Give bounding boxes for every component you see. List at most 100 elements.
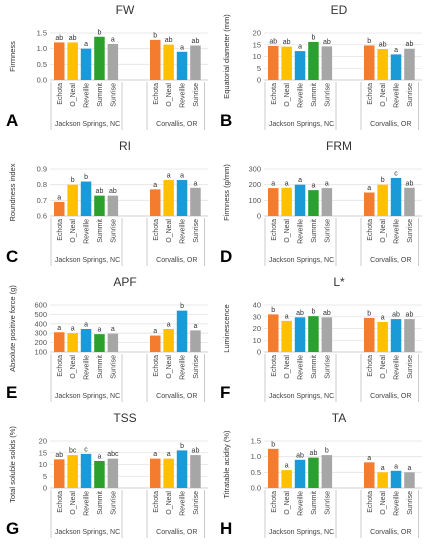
panel-d-bar-or-reveille (390, 177, 402, 216)
panel-e-sig-letter: a (111, 326, 115, 333)
panel-h-ytick: 1.0 (251, 452, 261, 461)
panel-e-bar-nc-sunrise (107, 333, 119, 352)
panel-b-xtick: Reveille (394, 83, 401, 108)
panel-e-bar-or-reveille (176, 310, 188, 352)
panel-c-xtick: O_Neal (70, 219, 77, 243)
panel-g-xtick: O_Neal (166, 491, 173, 515)
panel-c-xtick: O_Neal (166, 219, 173, 243)
panel-f-ytick: 0 (257, 348, 261, 357)
panel-c-ytick: 0.7 (37, 196, 47, 205)
panel-e-xtick: Sunrise (193, 355, 200, 379)
panel-e-bar-or-o-neal (163, 328, 174, 352)
panel-d-ytick: 200 (248, 180, 261, 189)
panel-g-bar-nc-reveille (80, 453, 92, 488)
panel-e-bar-nc-reveille (80, 328, 92, 352)
panel-h-sig-letter: a (394, 463, 398, 470)
panel-f-sig-letter: a (381, 315, 385, 322)
panel-a-letter: A (6, 111, 18, 130)
panel-b-bar-or-o-neal (377, 48, 388, 80)
panel-a-bar-nc-sunrise (107, 43, 119, 80)
panel-d-xtick: O_Neal (284, 219, 291, 243)
panel-f-bar-nc-summit (308, 316, 319, 352)
panel-h-xtick: Reveille (394, 491, 401, 516)
panel-e-bar-or-sunrise (190, 330, 201, 352)
panel-b-xtick: Sunrise (407, 83, 414, 107)
panel-b-bar-nc-reveille (294, 51, 306, 80)
panel-d-bar-nc-echota (268, 188, 279, 216)
panel-e-ylabel: Absolute positive force (g) (8, 285, 17, 372)
panel-b-ytick: 0 (257, 76, 261, 85)
panel-h-bar-nc-sunrise (321, 455, 333, 488)
panel-e-sig-letter: a (57, 325, 61, 332)
panel-c-sig-letter: a (180, 172, 184, 179)
panel-a-xtick: Summit (97, 83, 104, 107)
panel-a-xtick: Sunrise (193, 83, 200, 107)
panel-d-group-label: Jackson Springs, NC (269, 257, 334, 264)
panel-d-sig-letter: a (325, 181, 329, 188)
panel-a-xtick: Reveille (180, 83, 187, 108)
panel-h-bar-nc-reveille (294, 459, 306, 488)
panel-d-xtick: Echota (271, 219, 278, 241)
panel-b-ytick: 10 (253, 52, 261, 61)
panel-e-sig-letter: a (97, 327, 101, 334)
panel-d-title: FRM (326, 139, 352, 153)
panel-c-letter: C (6, 247, 18, 266)
panel-g-xtick: Reveille (84, 491, 91, 516)
panel-a-bar-nc-reveille (80, 48, 92, 80)
panel-c-bar-nc-summit (94, 195, 105, 216)
panel-h-ylabel: Titratable acidity (%) (222, 430, 231, 499)
panel-d-sig-letter: a (285, 180, 289, 187)
panel-b-xtick: Sunrise (324, 83, 331, 107)
panel-e-ytick: 400 (34, 319, 47, 328)
panel-d-bar-or-echota (364, 192, 375, 216)
panel-e-sig-letter: a (71, 326, 75, 333)
panel-e-group-label: Jackson Springs, NC (55, 393, 120, 400)
panel-h-xtick: Sunrise (324, 491, 331, 515)
panel-h-sig-letter: a (367, 455, 371, 462)
panel-b-title: ED (331, 3, 348, 17)
panel-b-bar-or-sunrise (404, 48, 415, 80)
panel-f-sig-letter: ab (323, 310, 331, 317)
panel-c-sig-letter: a (57, 194, 61, 201)
panel-e-bar-or-echota (150, 335, 161, 352)
panel-c-xtick: Echota (153, 219, 160, 241)
panel-e-ytick: 100 (34, 348, 47, 357)
panel-b-xtick: O_Neal (284, 83, 291, 107)
panel-g-group-label: Jackson Springs, NC (55, 529, 120, 536)
panel-h-bar-or-sunrise (404, 472, 415, 488)
panel-c-ytick: 0.8 (37, 180, 47, 189)
panel-g-title: TSS (113, 411, 136, 425)
panel-e-sig-letter: a (193, 323, 197, 330)
panel-g-ytick: 20 (39, 437, 47, 446)
panel-b-ylabel: Equatorial diameter (mm) (222, 14, 231, 99)
panel-b-xtick: Reveille (298, 83, 305, 108)
panel-b-xtick: Summit (311, 83, 318, 107)
panel-b-bar-nc-o-neal (281, 46, 292, 80)
panel-h-bar-nc-summit (308, 457, 319, 488)
panel-a-sig-letter: ab (192, 38, 200, 45)
panel-g-ytick: 15 (39, 448, 47, 457)
panel-d-sig-letter: c (394, 170, 398, 177)
panel-g-ytick: 0 (43, 484, 47, 493)
panel-h-xtick: Echota (271, 491, 278, 513)
panel-d-xtick: Summit (311, 219, 318, 243)
panel-e-sig-letter: b (180, 303, 184, 310)
panel-a-sig-letter: ab (165, 37, 173, 44)
panel-h-xtick: Reveille (298, 491, 305, 516)
panel-a-ytick: 1.5 (37, 29, 47, 38)
panel-c-sig-letter: a (153, 182, 157, 189)
panel-a-xtick: Echota (153, 83, 160, 105)
panel-f-bar-or-echota (364, 317, 375, 352)
panel-f-sig-letter: ab (296, 310, 304, 317)
panel-f-ytick: 30 (253, 312, 261, 321)
panel-b-xtick: Echota (367, 83, 374, 105)
panel-h-xtick: Echota (367, 491, 374, 513)
panel-a-xtick: Reveille (84, 83, 91, 108)
panel-h-ytick: 0.5 (251, 468, 261, 477)
panel-a-bar-nc-o-neal (67, 42, 78, 80)
panel-d-bar-or-sunrise (404, 187, 415, 216)
panel-e-xtick: O_Neal (166, 355, 173, 379)
panel-a-sig-letter: a (84, 41, 88, 48)
panel-h-sig-letter: a (407, 465, 411, 472)
